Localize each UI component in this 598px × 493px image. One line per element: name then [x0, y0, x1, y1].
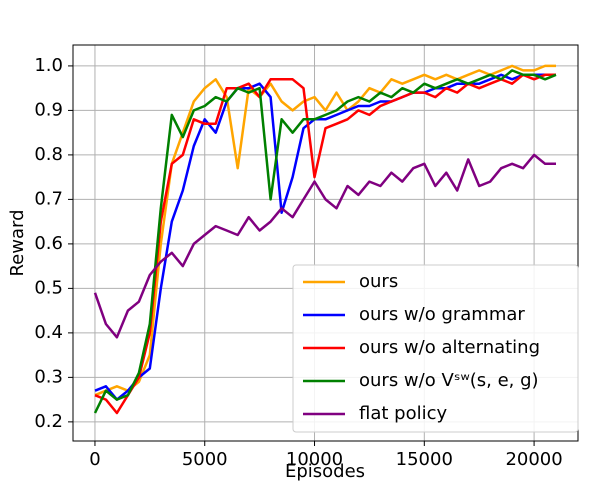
legend-label: ours w/o grammar: [359, 304, 525, 325]
series-line: [94, 73, 556, 415]
legend-label: flat policy: [359, 403, 447, 424]
y-tick-label: 0.2: [34, 411, 63, 432]
legend-label: ours w/o alternating: [359, 337, 540, 358]
y-tick-label: 0.3: [34, 366, 63, 387]
plot-frame: [72, 44, 579, 442]
x-tick-label: 10000: [286, 449, 343, 470]
y-tick-label: 0.8: [34, 144, 63, 165]
x-tick-label: 15000: [396, 449, 453, 470]
series-line: [93, 69, 557, 414]
y-tick-label: 0.5: [34, 277, 63, 298]
y-axis-label: Reward: [7, 209, 28, 276]
y-tick-label: 1.0: [34, 55, 63, 76]
legend-label: ours: [359, 271, 398, 292]
legend-label: ours w/o Vˢʷ(s, e, g): [359, 370, 539, 391]
series-line: [93, 153, 556, 339]
x-tick-label: 5000: [182, 449, 228, 470]
y-tick-label: 0.9: [34, 99, 63, 120]
y-tick-label: 0.4: [34, 322, 63, 343]
series-line: [94, 73, 556, 401]
y-tick-label: 0.7: [34, 188, 63, 209]
x-axis-label: Episodes: [285, 461, 365, 482]
y-tick-label: 0.6: [34, 233, 63, 254]
x-tick-label: 0: [89, 449, 100, 470]
x-tick-label: 20000: [505, 449, 562, 470]
legend-box: [292, 264, 579, 433]
